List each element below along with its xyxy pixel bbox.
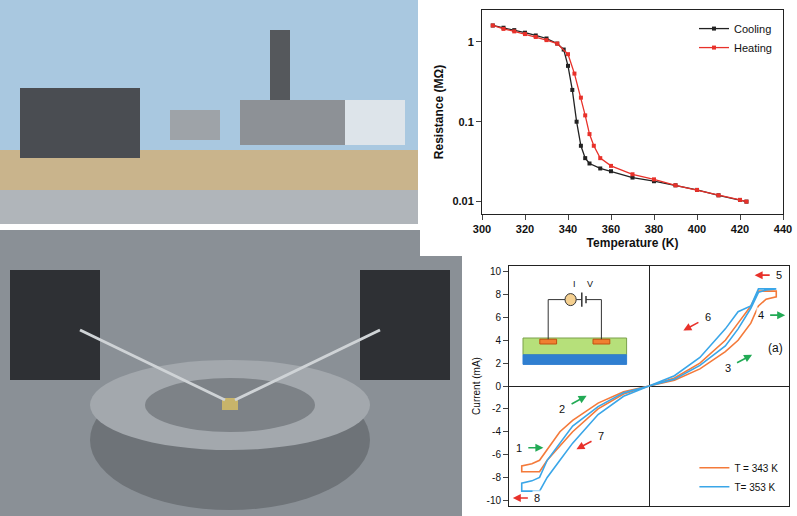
svg-text:Cooling: Cooling	[734, 23, 771, 35]
svg-text:1: 1	[516, 442, 522, 454]
svg-text:300: 300	[473, 223, 491, 235]
svg-text:2: 2	[495, 358, 501, 369]
svg-text:I: I	[573, 279, 576, 289]
svg-text:360: 360	[602, 223, 620, 235]
svg-text:6: 6	[495, 312, 501, 323]
svg-text:5: 5	[776, 269, 782, 281]
svg-text:3: 3	[725, 362, 731, 374]
svg-text:Resistance (MΩ): Resistance (MΩ)	[432, 65, 446, 159]
svg-text:320: 320	[516, 223, 534, 235]
svg-text:-4: -4	[492, 426, 501, 437]
svg-text:380: 380	[645, 223, 663, 235]
svg-text:440: 440	[774, 223, 792, 235]
svg-text:Temperature (K): Temperature (K)	[587, 236, 679, 250]
svg-text:8: 8	[534, 492, 540, 504]
svg-text:6: 6	[705, 311, 711, 323]
svg-text:10: 10	[490, 266, 502, 277]
svg-text:0: 0	[495, 381, 501, 392]
svg-text:T = 343 K: T = 343 K	[734, 463, 778, 474]
svg-text:2: 2	[559, 403, 565, 415]
svg-text:T= 353 K: T= 353 K	[734, 482, 775, 493]
svg-text:340: 340	[559, 223, 577, 235]
svg-text:8: 8	[495, 289, 501, 300]
svg-text:7: 7	[598, 430, 604, 442]
svg-text:V: V	[587, 279, 593, 289]
svg-text:Heating: Heating	[734, 42, 772, 54]
svg-text:1: 1	[468, 36, 474, 48]
svg-text:-2: -2	[492, 403, 501, 414]
svg-text:0.01: 0.01	[452, 195, 473, 207]
svg-text:420: 420	[731, 223, 749, 235]
svg-text:-8: -8	[492, 472, 501, 483]
svg-text:4: 4	[495, 335, 501, 346]
svg-text:(a): (a)	[768, 341, 783, 355]
svg-text:-6: -6	[492, 449, 501, 460]
svg-text:Current (mA): Current (mA)	[471, 357, 482, 415]
svg-text:4: 4	[758, 309, 764, 321]
svg-text:-10: -10	[487, 495, 502, 506]
svg-text:0.1: 0.1	[459, 116, 474, 128]
svg-text:400: 400	[688, 223, 706, 235]
